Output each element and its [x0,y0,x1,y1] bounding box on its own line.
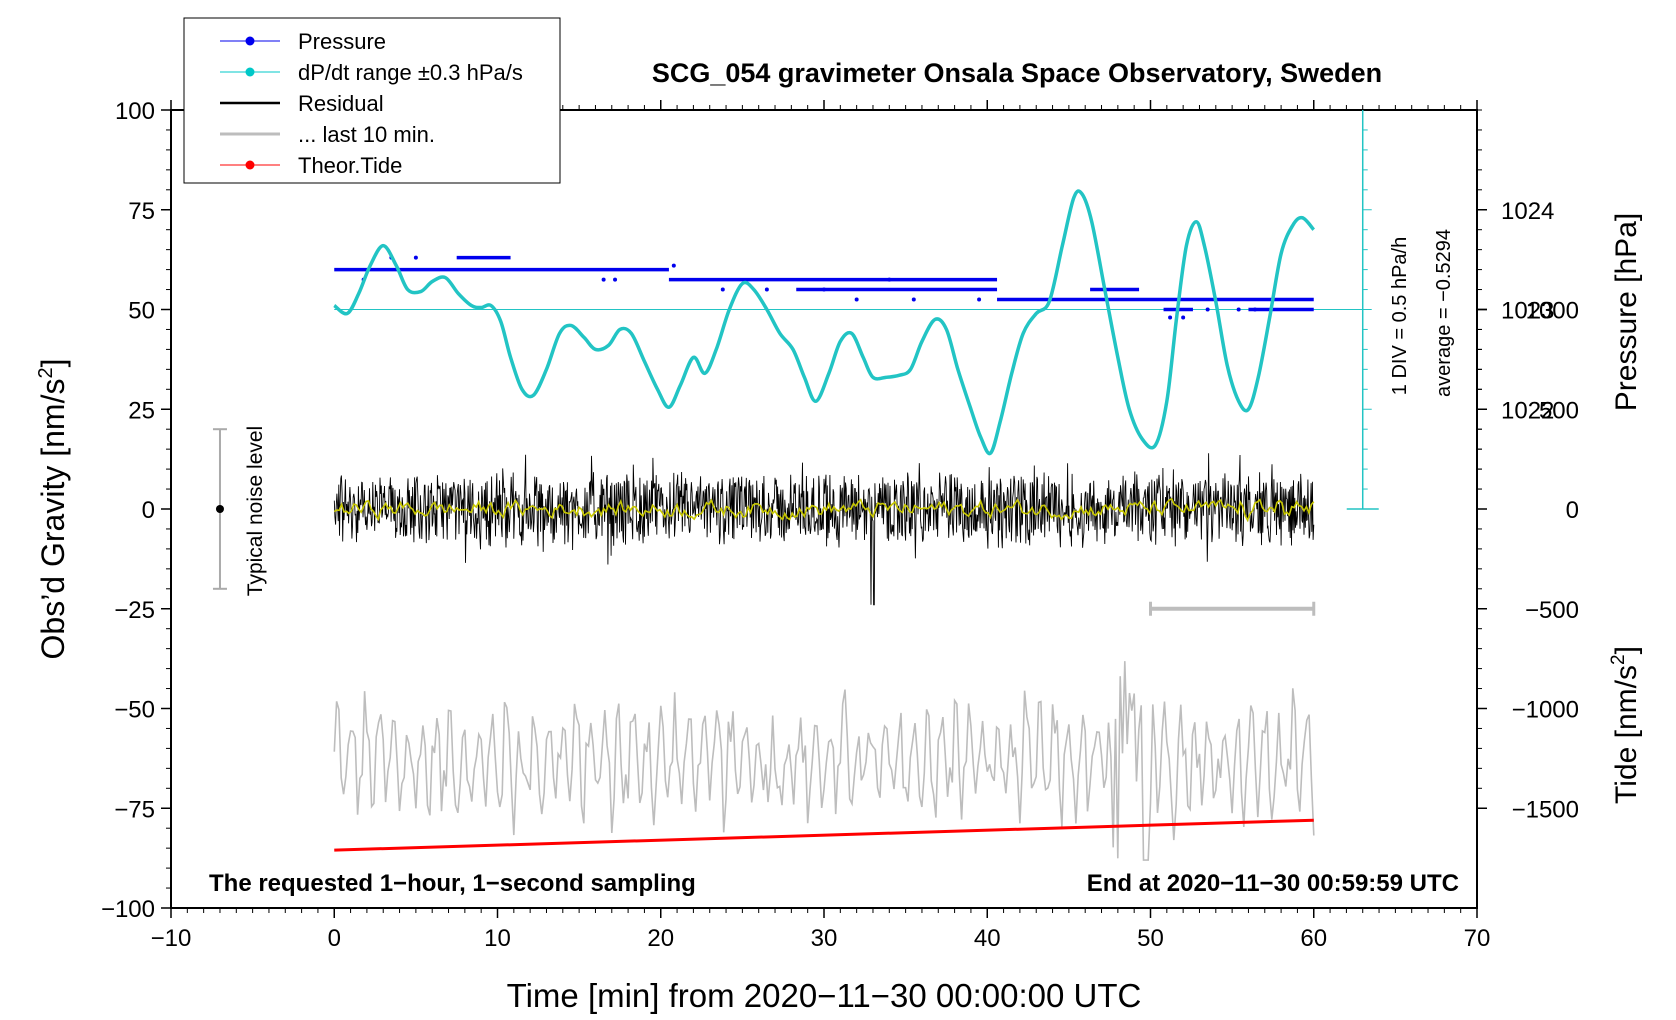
y-tick-label: 75 [128,198,155,225]
axis-ticks: −10 0 10 20 30 40 50 60 70−100−75−50−25025507510… [101,98,1579,952]
pressure-dot [601,277,606,282]
pressure-tick-label: 1023 [1501,298,1554,325]
legend-label: dP/dt range ±0.3 hPa/s [298,60,523,85]
legend-label: ... last 10 min. [298,122,435,147]
pressure-dot [1168,315,1173,320]
x-tick-label: 10 [484,925,511,952]
tide-line [334,818,1314,852]
y-axis-label-gravity: Obs’d Gravity [nm/s2] [35,359,71,660]
pressure-dot [671,263,676,268]
average-label: average = −0.5294 [1433,229,1455,397]
y-axis-label-gravity-text: Obs’d Gravity [35,466,71,660]
pressure-dot [413,255,418,260]
y-axis-label-pressure: Pressure [hPa] [1610,213,1643,411]
x-tick-label: 30 [811,925,838,952]
series-layer [333,189,1316,861]
x-tick-label: 60 [1300,925,1327,952]
y-axis-label-tide-text: Tide [1610,747,1643,804]
x-tick-label: 20 [647,925,674,952]
y-tick-label: −100 [101,896,155,923]
tide-tick-label: 1000 [1526,298,1579,325]
x-axis-label: Time [min] from 2020−11−30 00:00:00 UTC [507,977,1142,1014]
y-tick-label: −50 [114,697,155,724]
y-tick-label: −25 [114,597,155,624]
sampling-note: The requested 1−hour, 1−second sampling [209,870,696,897]
x-tick-label: 50 [1137,925,1164,952]
x-tick-label: 70 [1464,925,1491,952]
noise-label: Typical noise level [244,426,267,596]
pressure-dot [1181,315,1186,320]
legend-label: Pressure [298,29,386,54]
pressure-dot [854,297,859,302]
y-tick-label: −75 [114,796,155,823]
tide-tick-label: 0 [1566,497,1579,524]
residual-trace [333,453,1315,606]
legend-label: Residual [298,91,384,116]
y-tick-label: 100 [115,98,155,125]
pressure-tick-label: 1022 [1501,397,1554,424]
last10-bracket [1149,601,1316,616]
pressure-dot [1205,307,1210,312]
noise-center-dot [215,505,224,513]
y-tick-label: 25 [128,397,155,424]
last10-trace [333,661,1315,861]
legend-marker [245,67,255,77]
legend-marker [245,160,255,170]
tide-tick-label: −1000 [1512,697,1579,724]
x-tick-label: 0 [328,925,341,952]
pressure-dot [1236,307,1241,312]
legend-marker [245,36,255,46]
y-tick-label: 50 [128,298,155,325]
tide-tick-label: −500 [1525,597,1579,624]
tide-tick-label: 500 [1539,397,1579,424]
smoothed-residual-trace [333,497,1315,523]
pressure-dot [764,287,769,292]
pressure-dot [613,277,618,282]
pressure-dot [1252,307,1257,312]
pressure-dot [977,297,982,302]
pressure-tick-label: 1024 [1501,198,1554,225]
y-tick-label: 0 [142,497,155,524]
x-tick-label: 40 [974,925,1001,952]
dpdt-curve [333,189,1316,456]
pressure-dot [822,287,826,292]
legend-label: Theor.Tide [298,153,402,178]
pressure-dot [720,287,725,292]
tide-tick-label: −1500 [1512,796,1579,823]
chart-title: SCG_054 gravimeter Onsala Space Observat… [652,58,1382,88]
end-time-note: End at 2020−11−30 00:59:59 UTC [1087,870,1459,897]
y-axis-label-tide-unit: [nm/s [1610,665,1643,738]
div-label: 1 DIV = 0.5 hPa/h [1389,237,1411,395]
pressure-dot [887,277,892,282]
y-axis-label-tide: Tide [nm/s2] [1608,646,1643,804]
legend: Pressure dP/dt range ±0.3 hPa/s Residual..… [183,17,561,184]
x-tick-label: −10 [151,925,192,952]
pressure-dot [911,297,916,302]
y-axis-label-gravity-unit: [nm/s [35,379,71,457]
legend-box [183,17,561,184]
noise-level-indicator [212,428,227,590]
